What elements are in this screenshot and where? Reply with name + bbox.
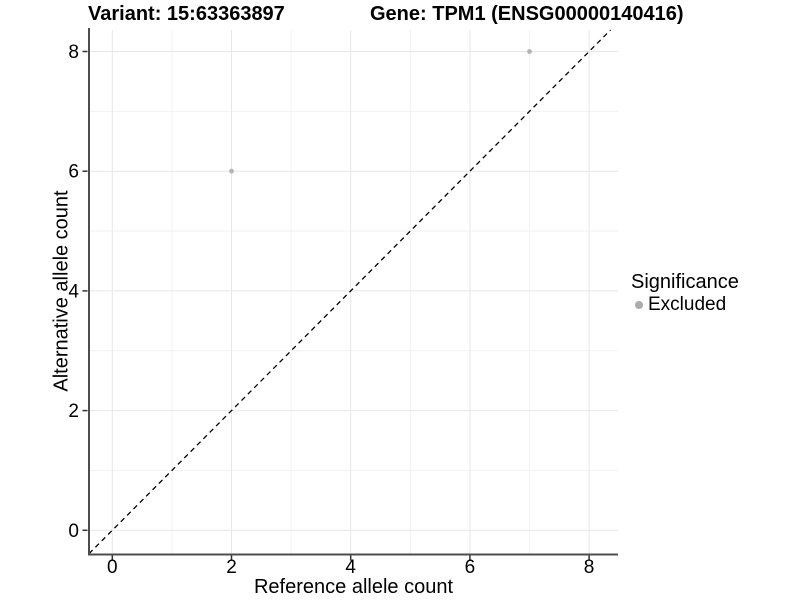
- x-tick-label: 6: [465, 557, 476, 578]
- legend-entry-excluded: Excluded: [635, 294, 739, 315]
- y-tick-label: 6: [68, 162, 79, 183]
- identity-dashed-line: [88, 29, 612, 555]
- legend-entry-label: Excluded: [648, 294, 727, 315]
- x-tick-label: 2: [226, 557, 237, 578]
- y-tick-label: 0: [68, 521, 79, 542]
- y-tick-label: 2: [68, 401, 79, 422]
- x-tick-label: 8: [584, 557, 595, 578]
- x-axis-title: Reference allele count: [253, 576, 453, 598]
- x-tick-label: 0: [107, 557, 118, 578]
- y-tick-label: 4: [68, 281, 79, 302]
- plot-title-gene: Gene: TPM1 (ENSG00000140416): [370, 3, 684, 25]
- legend: Significance Excluded: [631, 271, 739, 315]
- legend-point-icon: [635, 300, 643, 309]
- data-point: [527, 49, 532, 54]
- data-point: [229, 168, 234, 174]
- plot-title-variant: Variant: 15:63363897: [88, 3, 285, 25]
- x-tick-label: 4: [345, 557, 356, 578]
- legend-title: Significance: [631, 271, 739, 293]
- y-axis-title: Alternative allele count: [50, 190, 73, 392]
- y-tick-label: 8: [68, 42, 79, 63]
